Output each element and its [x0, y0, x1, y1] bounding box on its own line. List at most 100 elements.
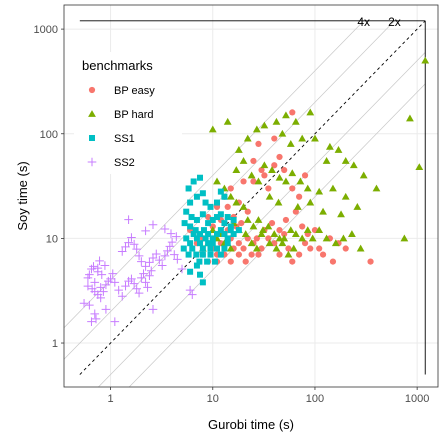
y-tick-label: 10: [46, 233, 58, 245]
data-point: [193, 262, 200, 269]
data-point: [353, 202, 362, 210]
legend-key: [88, 86, 96, 94]
data-point: [214, 231, 221, 238]
data-point: [227, 185, 234, 192]
data-point: [359, 171, 368, 179]
data-point: [224, 203, 231, 210]
x-tick-label: 1: [108, 393, 114, 405]
data-point: [232, 198, 241, 206]
data-point: [248, 251, 255, 258]
data-point: [221, 245, 228, 252]
data-point: [106, 274, 115, 284]
data-point: [190, 178, 197, 185]
data-point: [141, 226, 150, 236]
data-point: [278, 129, 287, 137]
data-point: [296, 177, 305, 185]
data-point: [213, 177, 221, 185]
ratio-label: 4x: [357, 15, 370, 29]
data-point: [200, 227, 207, 234]
legend-label: BP easy: [114, 85, 155, 97]
data-point: [207, 203, 214, 210]
data-point: [197, 174, 204, 181]
data-point: [134, 288, 144, 298]
data-point: [160, 251, 170, 261]
data-point: [260, 121, 269, 129]
data-point: [286, 226, 295, 234]
data-point: [209, 240, 216, 247]
data-point: [250, 178, 257, 185]
data-point: [95, 256, 104, 266]
data-point: [214, 245, 221, 252]
data-point: [197, 231, 204, 238]
data-point: [298, 234, 307, 242]
data-point: [227, 223, 234, 230]
data-point: [214, 214, 221, 221]
data-point: [275, 173, 284, 181]
legend-label: SS1: [114, 133, 135, 145]
data-point: [163, 246, 172, 256]
legend-key: [87, 157, 97, 167]
data-point: [137, 257, 146, 266]
data-point: [276, 227, 283, 234]
data-point: [85, 270, 94, 279]
data-point: [148, 220, 158, 230]
data-point: [209, 235, 216, 242]
data-point: [117, 247, 127, 256]
data-point: [79, 298, 89, 308]
data-point: [258, 245, 265, 252]
data-point: [306, 198, 315, 206]
data-point: [341, 192, 350, 200]
data-point: [288, 169, 297, 177]
data-point: [146, 266, 156, 276]
data-point: [188, 214, 195, 221]
data-point: [252, 244, 261, 252]
data-point: [286, 139, 295, 147]
data-point: [301, 172, 309, 179]
data-point: [271, 162, 278, 169]
data-point: [242, 258, 249, 265]
data-point: [268, 166, 276, 173]
data-point: [400, 234, 409, 242]
data-point: [124, 215, 133, 224]
data-point: [205, 231, 212, 238]
data-point: [199, 251, 206, 258]
data-point: [342, 245, 349, 252]
data-point: [270, 230, 279, 237]
data-point: [193, 235, 200, 242]
data-point: [282, 111, 290, 119]
data-point: [196, 258, 203, 265]
data-point: [421, 56, 430, 64]
data-point: [110, 317, 120, 326]
data-point: [415, 163, 424, 171]
data-point: [293, 202, 302, 210]
data-point: [141, 278, 150, 287]
data-point: [291, 230, 300, 237]
data-point: [124, 238, 133, 247]
data-point: [89, 262, 98, 271]
panel-border: [63, 4, 439, 388]
data-point: [289, 258, 296, 265]
data-point: [185, 185, 192, 192]
data-point: [239, 157, 248, 164]
data-point: [254, 177, 263, 185]
data-point: [187, 223, 194, 230]
data-point: [329, 258, 337, 265]
data-point: [260, 161, 269, 169]
data-point: [296, 251, 303, 258]
data-point: [180, 245, 187, 252]
data-point: [217, 227, 224, 234]
data-point: [341, 157, 350, 164]
data-point: [281, 230, 288, 238]
data-point: [296, 193, 303, 200]
data-point: [141, 262, 150, 271]
data-point: [319, 251, 327, 258]
data-point: [232, 166, 241, 173]
data-point: [271, 240, 278, 247]
data-point: [85, 300, 94, 310]
data-point: [257, 230, 266, 237]
legend-label: BP hard: [114, 109, 154, 121]
x-tick-label: 1000: [405, 393, 429, 405]
data-point: [307, 245, 314, 252]
data-point: [348, 230, 356, 237]
data-point: [276, 153, 283, 161]
